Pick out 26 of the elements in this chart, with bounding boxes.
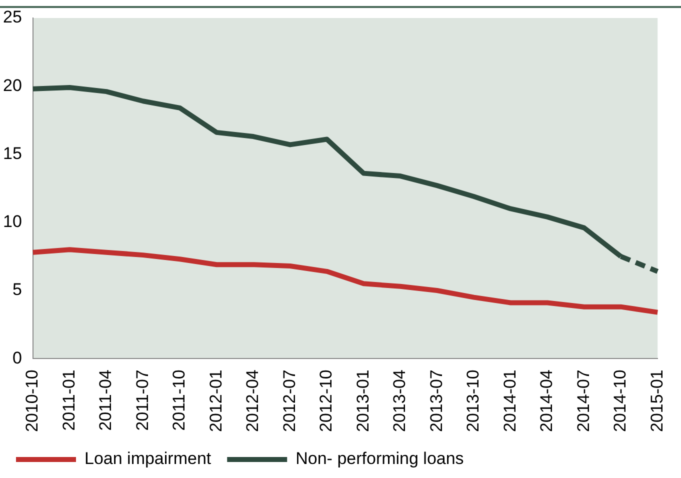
y-tick-label: 0 [12,348,22,368]
x-tick-label: 2013-07 [426,370,446,432]
x-tick-label: 2013-04 [390,370,410,432]
x-tick-label: 2013-01 [353,370,372,432]
x-tick-label: 2012-07 [280,370,299,432]
y-tick-label: 5 [12,280,22,300]
y-tick-label: 10 [2,212,22,232]
x-tick-label: 2013-10 [464,370,483,432]
legend-label: Non- performing loans [296,449,464,468]
y-tick-label: 20 [2,76,22,95]
x-tick-label: 2012-01 [206,370,226,432]
y-tick-label: 15 [2,144,22,163]
y-tick-label: 25 [2,8,22,27]
x-tick-label: 2011-01 [59,370,78,431]
x-tick-label: 2014-10 [610,370,630,432]
legend-label: Loan impairment [84,449,212,468]
x-tick-label: 2011-04 [96,370,116,431]
x-tick-label: 2012-04 [243,370,262,432]
x-tick-label: 2014-01 [500,370,520,432]
x-tick-label: 2011-07 [132,370,152,431]
x-tick-label: 2012-10 [316,370,336,432]
x-tick-label: 2015-01 [647,370,666,432]
x-tick-label: 2014-04 [537,370,556,432]
x-tick-label: 2010-10 [22,370,42,432]
x-tick-label: 2011-10 [170,370,189,431]
x-tick-label: 2014-07 [574,370,593,432]
